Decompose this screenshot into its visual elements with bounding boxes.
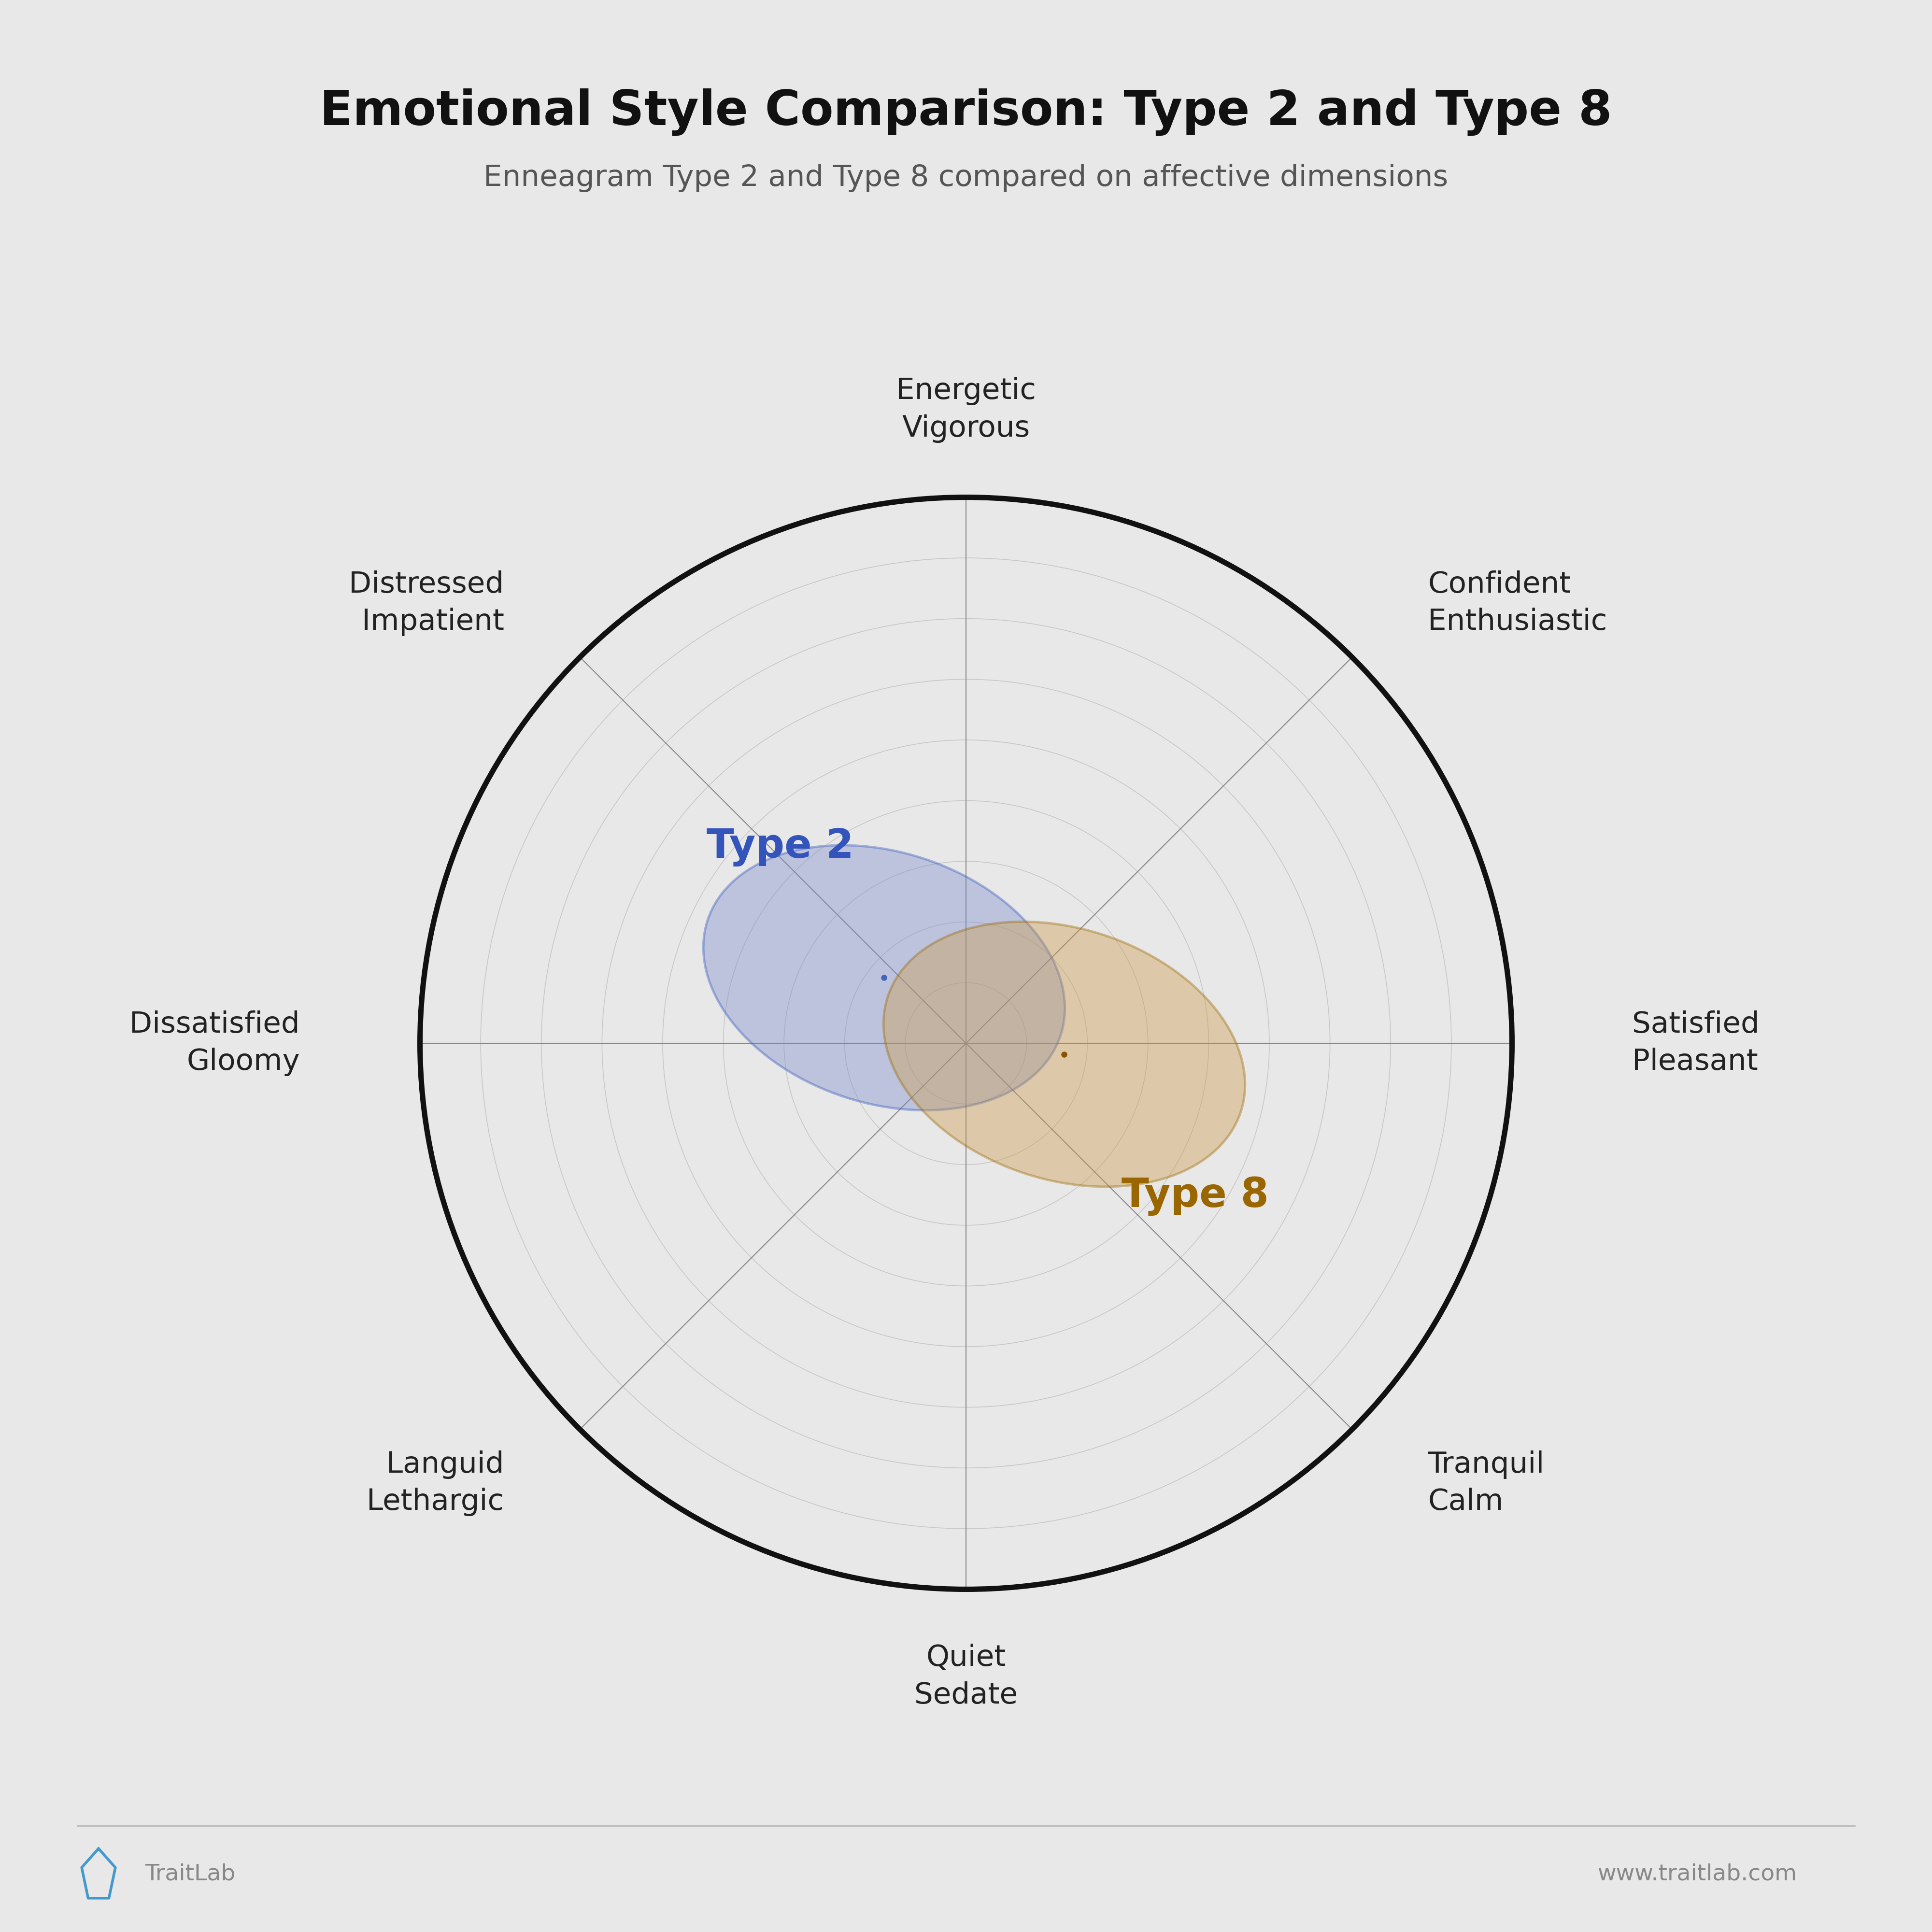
- Ellipse shape: [883, 922, 1244, 1186]
- Text: Enneagram Type 2 and Type 8 compared on affective dimensions: Enneagram Type 2 and Type 8 compared on …: [483, 164, 1449, 191]
- Text: Emotional Style Comparison: Type 2 and Type 8: Emotional Style Comparison: Type 2 and T…: [321, 89, 1611, 135]
- Text: www.traitlab.com: www.traitlab.com: [1598, 1862, 1797, 1886]
- Text: Type 8: Type 8: [1122, 1177, 1269, 1215]
- Text: Languid
Lethargic: Languid Lethargic: [367, 1451, 504, 1517]
- Ellipse shape: [703, 846, 1065, 1111]
- Text: Confident
Enthusiastic: Confident Enthusiastic: [1428, 570, 1607, 636]
- Text: Distressed
Impatient: Distressed Impatient: [350, 570, 504, 636]
- Text: Tranquil
Calm: Tranquil Calm: [1428, 1451, 1544, 1517]
- Text: Quiet
Sedate: Quiet Sedate: [914, 1644, 1018, 1710]
- Text: Energetic
Vigorous: Energetic Vigorous: [896, 377, 1036, 442]
- Text: Satisfied
Pleasant: Satisfied Pleasant: [1633, 1010, 1760, 1076]
- Text: Type 2: Type 2: [707, 827, 854, 866]
- Text: Dissatisfied
Gloomy: Dissatisfied Gloomy: [129, 1010, 299, 1076]
- Text: TraitLab: TraitLab: [145, 1862, 236, 1886]
